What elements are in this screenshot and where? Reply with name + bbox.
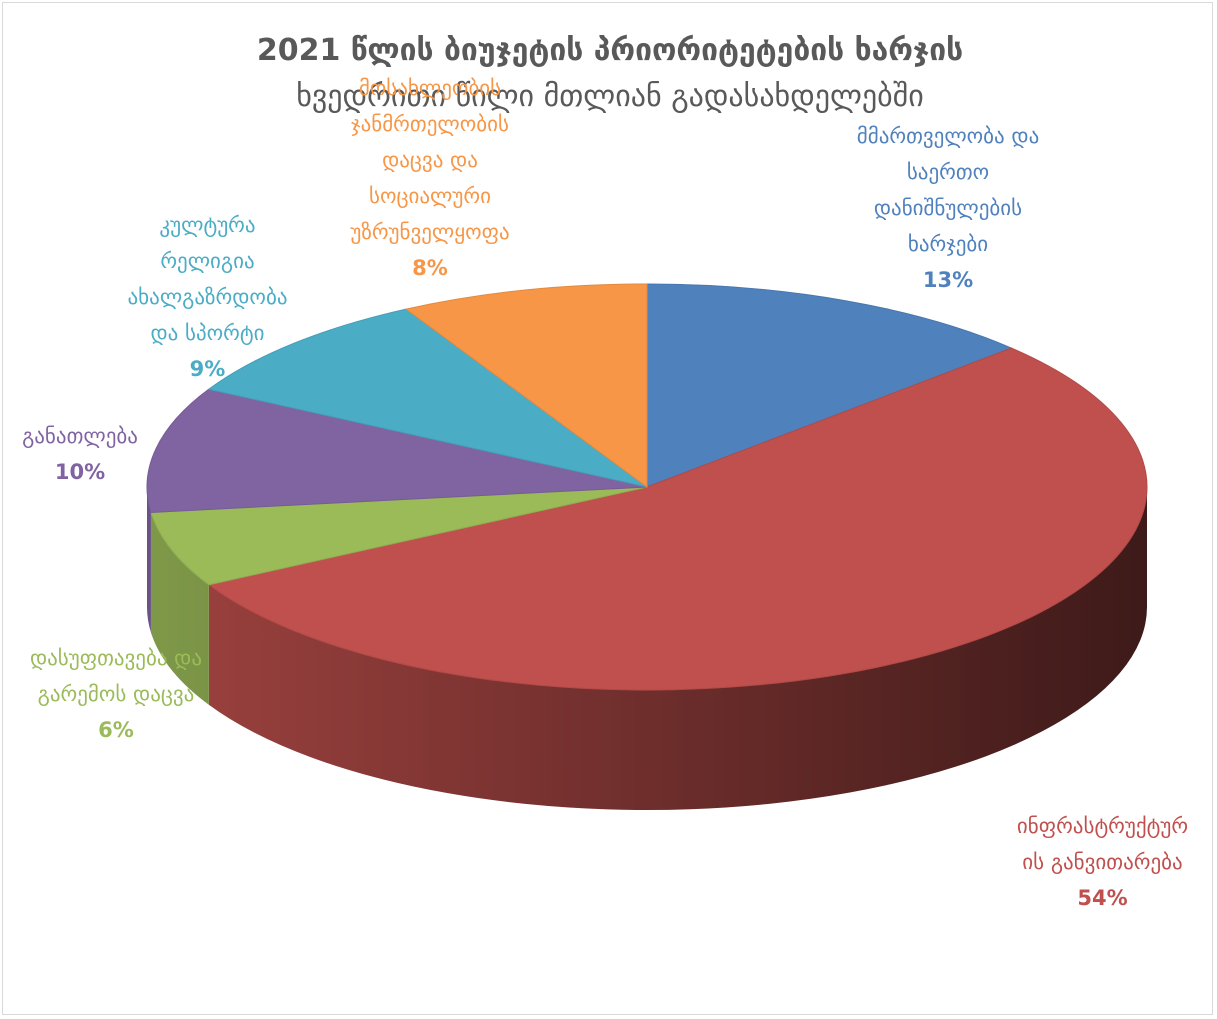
pie-slice-1 [207,347,1148,691]
data-label-2-line: დასუფთავება და [29,646,203,670]
data-label-5-percent: 8% [412,256,448,280]
pie-slice-side-2 [150,512,209,705]
data-label-5-line: სოციალური [369,184,491,208]
data-label-1-line: ინფრასტრუქტურ [1016,814,1189,838]
data-label-1-line: ის განვითარება [1022,850,1183,874]
data-label-4-line: კულტურა [159,213,256,237]
pie-slice-side-3 [147,487,151,633]
chart-title-line2: ხვედრითი წილი მთლიან გადასახდელებში [296,79,924,114]
data-label-1: ინფრასტრუქტურ ის განვითარება 54% [965,808,1217,916]
data-label-4-line: რელიგია [160,249,255,273]
data-label-5-line: უზრუნველყოფა [350,220,510,244]
data-label-5: მოსახლეობის ჯანმრთელობის დაცვა და სოციალური… [300,70,560,286]
data-label-0-line: საერთო [906,160,990,184]
data-label-1-percent: 54% [1077,886,1128,910]
data-label-2-percent: 6% [98,718,134,742]
data-label-3-line: განათლება [22,424,138,448]
chart-title-line1: 2021 წლის ბიუჯეტის პრიორიტეტების ხარჯის [256,33,964,68]
data-label-4: კულტურა რელიგია ახალგაზრდობა და სპორტი 9% [75,207,340,387]
data-label-4-line: და სპორტი [150,321,265,345]
data-label-0-line: დანიშნულების [873,196,1023,220]
data-label-0-line: მმართველობა და [856,124,1040,148]
data-label-0-line: ხარჯები [907,232,989,256]
data-label-5-line: დაცვა და [382,148,478,172]
data-label-3-percent: 10% [54,460,106,484]
data-label-2-line: გარემოს დაცვა [37,682,195,706]
data-label-3: განათლება 10% [0,418,160,490]
data-label-5-line: ჯანმრთელობის [351,112,509,136]
data-label-0-percent: 13% [922,268,974,292]
pie-slice-side-1 [208,487,1148,810]
data-label-0: მმართველობა და საერთო დანიშნულების ხარჯები 1… [788,118,1108,298]
data-label-5-line: მოსახლეობის [358,76,502,100]
pie-slice-4 [207,308,648,488]
data-label-4-percent: 9% [189,357,226,381]
pie-slice-0 [646,283,1013,488]
data-label-2: დასუფთავება და გარემოს დაცვა 6% [0,640,232,748]
pie-slice-2 [150,486,648,586]
pie-slice-3 [146,388,648,513]
data-label-4-line: ახალგაზრდობა [127,285,288,309]
pie-slice-5 [404,283,648,488]
chart-title: 2021 წლის ბიუჯეტის პრიორიტეტების ხარჯის … [150,28,1070,120]
